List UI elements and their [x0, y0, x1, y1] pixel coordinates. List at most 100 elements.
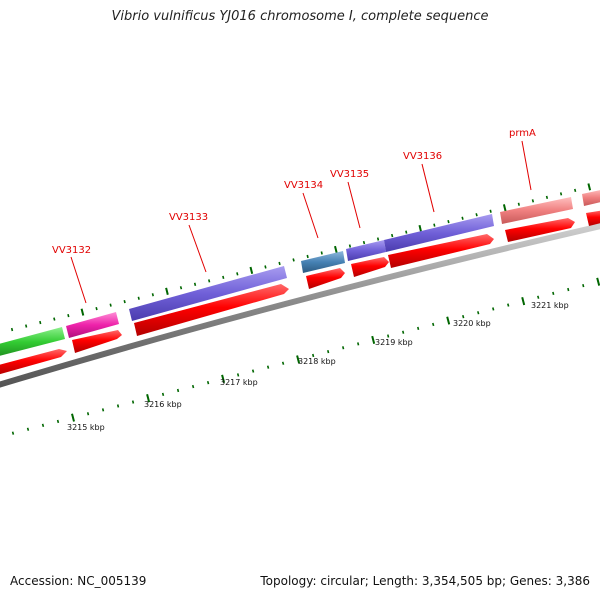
tick-mark — [587, 183, 592, 191]
tick-mark — [531, 199, 535, 203]
tick-mark — [327, 350, 330, 354]
tick-mark — [418, 224, 423, 233]
tick-mark — [41, 423, 45, 428]
tick-mark — [281, 361, 285, 365]
cds-arrow — [586, 210, 600, 226]
tick-mark — [334, 245, 338, 254]
tick-mark — [348, 244, 352, 248]
tick-mark — [537, 295, 540, 299]
gene-leader-line — [188, 224, 207, 273]
tick-mark — [417, 326, 420, 330]
tick-mark — [266, 365, 270, 369]
tick-mark — [489, 209, 492, 213]
tick-mark — [71, 413, 75, 422]
cds-arrow — [306, 268, 345, 289]
tick-mark — [95, 307, 98, 311]
kbp-label: 3220 kbp — [453, 319, 491, 328]
cds-arrow — [0, 349, 67, 375]
tick-mark — [477, 311, 480, 315]
tick-mark — [176, 388, 180, 393]
tick-mark — [222, 275, 225, 279]
gene-label: prmA — [509, 128, 536, 139]
gene-leader-line — [302, 192, 319, 239]
tick-mark — [80, 308, 85, 316]
tick-mark — [517, 202, 520, 206]
tick-mark — [574, 188, 577, 192]
tick-mark — [362, 240, 366, 245]
tick-mark — [521, 297, 526, 306]
tick-mark — [342, 346, 345, 350]
tick-mark — [264, 265, 267, 269]
cds-arrow — [351, 257, 389, 277]
tick-mark — [67, 314, 70, 318]
tick-mark — [191, 384, 195, 389]
kbp-label: 3221 kbp — [531, 301, 569, 310]
tick-mark — [296, 355, 301, 364]
gene-box — [582, 190, 600, 206]
cds-arrow — [505, 218, 575, 242]
tick-mark — [123, 300, 126, 304]
map-title: Vibrio vulnificus YJ016 chromosome I, co… — [111, 9, 489, 24]
tick-mark — [582, 284, 585, 288]
tick-mark — [371, 335, 376, 345]
kbp-label: 3218 kbp — [298, 357, 336, 366]
tick-mark — [446, 316, 451, 325]
gene-box — [129, 266, 287, 321]
tick-mark — [11, 431, 15, 435]
gene-leader-line — [421, 163, 435, 213]
tick-mark — [292, 258, 295, 262]
gene-leader-line — [521, 140, 532, 191]
gene-label: VV3133 — [169, 212, 208, 223]
tick-mark — [320, 251, 323, 255]
tick-mark — [236, 373, 240, 377]
tick-mark — [461, 216, 464, 220]
accession-text: Accession: NC_005139 — [10, 574, 147, 588]
tick-mark — [86, 412, 90, 416]
tick-mark — [278, 261, 281, 266]
kbp-label: 3216 kbp — [144, 400, 182, 409]
tick-mark — [433, 223, 436, 227]
tick-mark — [131, 400, 135, 404]
tick-mark — [151, 293, 154, 297]
tick-mark — [432, 322, 435, 327]
gene-box — [346, 240, 386, 261]
tick-mark — [179, 286, 183, 290]
tick-mark — [596, 277, 600, 286]
tick-mark — [447, 220, 450, 224]
kbp-label: 3219 kbp — [375, 338, 413, 347]
gene-box — [66, 312, 119, 338]
kbp-label: 3215 kbp — [67, 423, 105, 432]
tick-mark — [559, 192, 563, 196]
gene-leader-line — [70, 256, 87, 304]
tick-mark — [376, 237, 380, 241]
tick-mark — [109, 303, 112, 307]
tick-mark — [193, 282, 197, 286]
tick-mark — [161, 392, 165, 396]
gene-box — [384, 214, 494, 252]
gene-box — [0, 327, 65, 356]
cds-arrow — [134, 284, 289, 336]
summary-text: Topology: circular; Length: 3,354,505 bp… — [260, 574, 590, 588]
tick-mark — [165, 287, 169, 295]
tick-mark — [208, 279, 211, 283]
tick-mark — [25, 324, 28, 328]
tick-mark — [221, 374, 226, 383]
tick-mark — [26, 427, 30, 431]
tick-mark — [492, 307, 495, 311]
tick-mark — [475, 213, 478, 217]
tick-mark — [249, 266, 254, 275]
tick-mark — [206, 380, 210, 385]
tick-mark — [39, 320, 42, 325]
cds-arrow — [72, 330, 122, 353]
gene-box — [301, 251, 345, 273]
tick-mark — [357, 342, 360, 346]
tick-mark — [502, 204, 507, 212]
tick-mark — [405, 230, 408, 234]
tick-mark — [146, 394, 151, 403]
gene-label: VV3132 — [52, 245, 91, 256]
tick-mark — [567, 287, 570, 292]
gene-leader-line — [347, 181, 361, 229]
gene-label: VV3136 — [403, 151, 442, 162]
gene-label: VV3134 — [284, 180, 323, 191]
tick-mark — [53, 317, 56, 321]
